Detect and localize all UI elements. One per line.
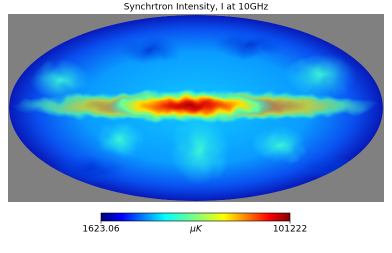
chart-title: Synchrtron Intensity, I at 10GHz <box>124 3 269 13</box>
colorbar-tick-label: 101222 <box>273 225 307 235</box>
sky-map <box>9 15 383 201</box>
colorbar-tick-label: 1623.06 <box>82 225 119 235</box>
colorbar <box>100 212 291 222</box>
colorbar-unit: μK <box>189 225 203 235</box>
